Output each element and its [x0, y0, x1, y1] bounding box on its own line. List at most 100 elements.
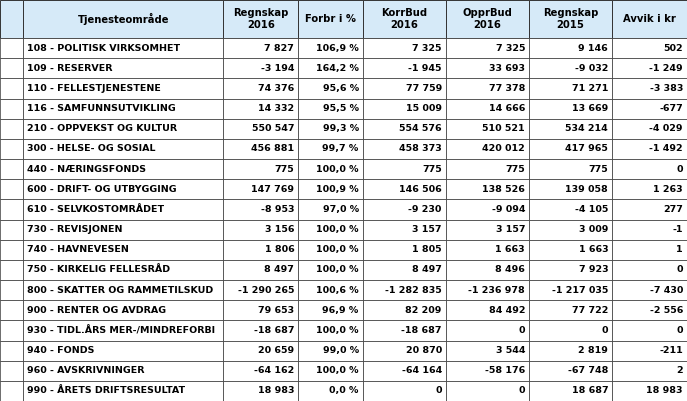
Text: Regnskap
2015: Regnskap 2015 [543, 8, 598, 30]
Bar [363, 38, 446, 58]
Bar [446, 300, 529, 320]
Text: 97,0 %: 97,0 % [323, 205, 359, 214]
Text: 1 805: 1 805 [412, 245, 442, 254]
Bar [0, 179, 23, 199]
Text: 775: 775 [275, 164, 294, 174]
Text: -1 492: -1 492 [649, 144, 683, 154]
Text: 109 - RESERVER: 109 - RESERVER [27, 64, 113, 73]
Bar [529, 300, 612, 320]
Text: 458 373: 458 373 [399, 144, 442, 154]
Text: 0: 0 [677, 265, 683, 274]
Bar [529, 381, 612, 401]
Text: 77 378: 77 378 [488, 84, 525, 93]
Bar [446, 139, 529, 159]
Bar [363, 78, 446, 99]
Bar [446, 119, 529, 139]
Bar [446, 159, 529, 179]
Bar [223, 260, 298, 280]
Text: 0: 0 [677, 164, 683, 174]
Bar [223, 340, 298, 360]
Text: 0: 0 [677, 326, 683, 335]
Text: -1 249: -1 249 [649, 64, 683, 73]
Bar [23, 240, 223, 260]
Text: 82 209: 82 209 [405, 306, 442, 315]
Bar [23, 119, 223, 139]
Text: 71 271: 71 271 [572, 84, 608, 93]
Text: 8 497: 8 497 [412, 265, 442, 274]
Bar [23, 159, 223, 179]
Bar [0, 300, 23, 320]
Text: Tjenesteområde: Tjenesteområde [78, 13, 169, 25]
Bar [23, 58, 223, 78]
Text: -1 217 035: -1 217 035 [552, 286, 608, 295]
Bar [529, 360, 612, 381]
Bar [0, 280, 23, 300]
Text: 99,3 %: 99,3 % [323, 124, 359, 133]
Bar [23, 320, 223, 340]
Text: 9 146: 9 146 [578, 44, 608, 53]
Text: 550 547: 550 547 [252, 124, 294, 133]
Bar [446, 280, 529, 300]
Text: 277: 277 [663, 205, 683, 214]
Bar [223, 360, 298, 381]
Bar [529, 78, 612, 99]
Text: 13 669: 13 669 [572, 104, 608, 113]
Bar [363, 300, 446, 320]
Bar [0, 381, 23, 401]
Bar [0, 340, 23, 360]
Bar [612, 320, 687, 340]
Text: -64 162: -64 162 [254, 366, 294, 375]
Text: -1 236 978: -1 236 978 [469, 286, 525, 295]
Bar [0, 219, 23, 240]
Bar [298, 219, 363, 240]
Bar [223, 219, 298, 240]
Bar [363, 58, 446, 78]
Bar [446, 99, 529, 119]
Text: 77 722: 77 722 [572, 306, 608, 315]
Text: 7 827: 7 827 [264, 44, 294, 53]
Bar [223, 300, 298, 320]
Text: 420 012: 420 012 [482, 144, 525, 154]
Bar [363, 340, 446, 360]
Text: 147 769: 147 769 [251, 185, 294, 194]
Text: 1 663: 1 663 [578, 245, 608, 254]
Bar [529, 38, 612, 58]
Text: 139 058: 139 058 [565, 185, 608, 194]
Text: 456 881: 456 881 [251, 144, 294, 154]
Bar [529, 280, 612, 300]
Bar [298, 260, 363, 280]
Text: 20 659: 20 659 [258, 346, 294, 355]
Bar [612, 99, 687, 119]
Text: 95,5 %: 95,5 % [323, 104, 359, 113]
Text: 775: 775 [505, 164, 525, 174]
Bar [363, 320, 446, 340]
Text: -1 290 265: -1 290 265 [238, 286, 294, 295]
Text: 100,0 %: 100,0 % [316, 225, 359, 234]
Text: 1 263: 1 263 [653, 185, 683, 194]
Text: 77 759: 77 759 [405, 84, 442, 93]
Text: 164,2 %: 164,2 % [316, 64, 359, 73]
Bar [612, 340, 687, 360]
Bar [529, 0, 612, 38]
Text: 960 - AVSKRIVNINGER: 960 - AVSKRIVNINGER [27, 366, 144, 375]
Text: 740 - HAVNEVESEN: 740 - HAVNEVESEN [27, 245, 128, 254]
Bar [298, 119, 363, 139]
Text: 417 965: 417 965 [565, 144, 608, 154]
Text: 95,6 %: 95,6 % [323, 84, 359, 93]
Bar [223, 240, 298, 260]
Bar [298, 139, 363, 159]
Bar [23, 78, 223, 99]
Bar [23, 179, 223, 199]
Bar [363, 240, 446, 260]
Bar [23, 260, 223, 280]
Text: 775: 775 [422, 164, 442, 174]
Text: 138 526: 138 526 [482, 185, 525, 194]
Bar [446, 260, 529, 280]
Text: -9 230: -9 230 [409, 205, 442, 214]
Bar [612, 38, 687, 58]
Bar [298, 381, 363, 401]
Bar [529, 139, 612, 159]
Bar [612, 300, 687, 320]
Text: 730 - REVISJONEN: 730 - REVISJONEN [27, 225, 122, 234]
Bar [612, 199, 687, 219]
